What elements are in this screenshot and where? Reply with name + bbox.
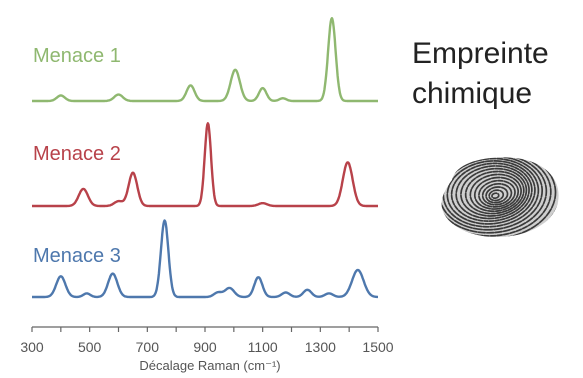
series-line-3 <box>31 219 379 299</box>
series-label-1: Menace 1 <box>33 45 121 67</box>
x-axis-ticks: 300 500 700 900 1100 1300 1500 <box>20 327 394 355</box>
chemical-fingerprint-title: Empreinte chimique <box>412 34 549 114</box>
x-tick-label: 1300 <box>305 339 336 355</box>
x-tick-label: 500 <box>78 339 102 355</box>
side-title-line2: chimique <box>412 77 533 110</box>
series-layer: Menace 1 Menace 2 Menace 3 <box>31 17 379 299</box>
x-axis-title: Décalage Raman (cm⁻¹) <box>139 358 280 373</box>
x-tick-label: 1100 <box>248 339 278 355</box>
series-label-2: Menace 2 <box>33 143 121 165</box>
x-tick-label: 1500 <box>362 339 393 355</box>
side-title-line1: Empreinte <box>412 37 549 70</box>
x-tick-label: 900 <box>193 339 217 355</box>
x-tick-label: 700 <box>136 339 160 355</box>
x-tick-label: 300 <box>20 339 44 355</box>
series-line-2 <box>31 122 379 208</box>
x-axis: 300 500 700 900 1100 1300 1500 Décalage Raman … <box>20 326 394 373</box>
series-line-1 <box>31 17 379 103</box>
series-label-3: Menace 3 <box>33 245 121 267</box>
fingerprint-icon <box>441 157 559 238</box>
